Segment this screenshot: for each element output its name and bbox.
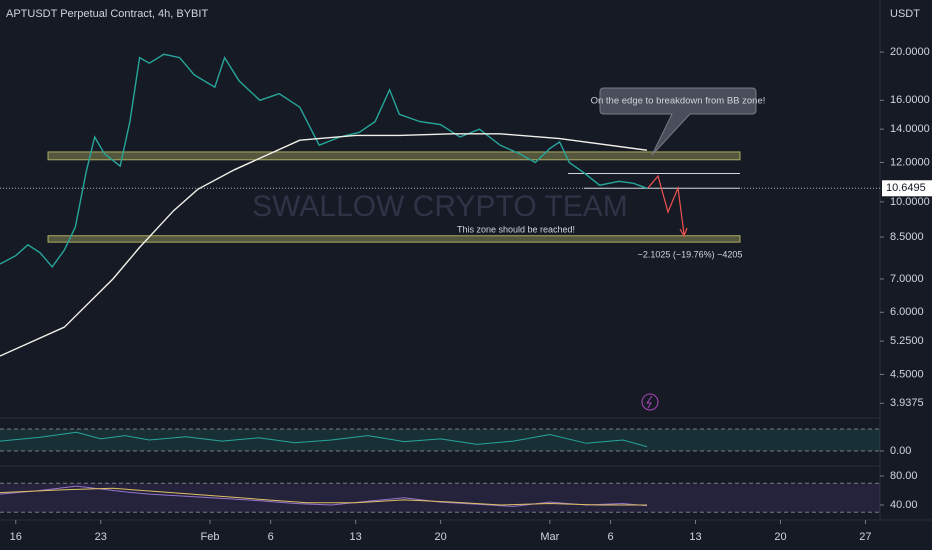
y-tick-label: 14.0000 (890, 123, 930, 135)
data-layer: 20.0000 16.0000 14.0000 12.0000 10.0000 8.500… (0, 46, 932, 543)
x-tick-label: 6 (268, 531, 274, 543)
y-tick-label: 4.5000 (890, 368, 924, 380)
chart-title: APTUSDT Perpetual Contract, 4h, BYBIT (6, 8, 208, 20)
back-layer (0, 151, 880, 513)
x-tick-label: Feb (201, 531, 220, 543)
pane-band (0, 483, 880, 513)
currency-label: USDT (890, 8, 920, 20)
y-tick-label: 10.0000 (890, 196, 930, 208)
event-icon[interactable] (641, 393, 659, 411)
pane-y-tick-label: 40.00 (890, 499, 918, 511)
projection-path (647, 174, 685, 235)
zone (47, 235, 741, 243)
indicator-line (0, 431, 648, 448)
watermark: SWALLOW CRYPTO TEAM (252, 190, 628, 223)
zone-note: This zone should be reached! (457, 224, 575, 234)
y-tick-label: 12.0000 (890, 156, 930, 168)
zone (47, 151, 741, 161)
callout-text: On the edge to breakdown from BB zone! (591, 96, 766, 107)
pane-y-tick-label: 80.00 (890, 470, 918, 482)
x-tick-label: 16 (10, 531, 22, 543)
y-tick-label: 5.2500 (890, 335, 924, 347)
callout-box (599, 87, 757, 156)
price-line (0, 133, 648, 357)
x-tick-label: 6 (607, 531, 613, 543)
last-price-box (882, 180, 932, 197)
x-tick-label: 20 (434, 531, 446, 543)
y-tick-label: 8.5000 (890, 231, 924, 243)
price-line (0, 53, 648, 269)
y-tick-label: 6.0000 (890, 306, 924, 318)
x-tick-label: 13 (350, 531, 362, 543)
y-tick-label: 7.0000 (890, 273, 924, 285)
x-tick-label: Mar (540, 531, 559, 543)
y-tick-label: 20.0000 (890, 46, 930, 58)
event-icon-bolt (646, 395, 653, 409)
x-tick-label: 23 (95, 531, 107, 543)
indicator-line (0, 487, 647, 506)
y-tick-label: 3.9375 (890, 397, 924, 409)
x-tick-label: 13 (689, 531, 701, 543)
last-price-label: 10.6495 (886, 182, 926, 194)
pane-y-tick-label: 0.00 (890, 445, 911, 457)
projection-label: −2.1025 (−19.76%) −4205 (638, 249, 743, 259)
pane-band (0, 429, 880, 451)
x-tick-label: 20 (774, 531, 786, 543)
projection-arrowhead (679, 227, 688, 238)
x-tick-label: 27 (859, 531, 871, 543)
y-tick-label: 16.0000 (890, 94, 930, 106)
indicator-line (0, 485, 648, 507)
